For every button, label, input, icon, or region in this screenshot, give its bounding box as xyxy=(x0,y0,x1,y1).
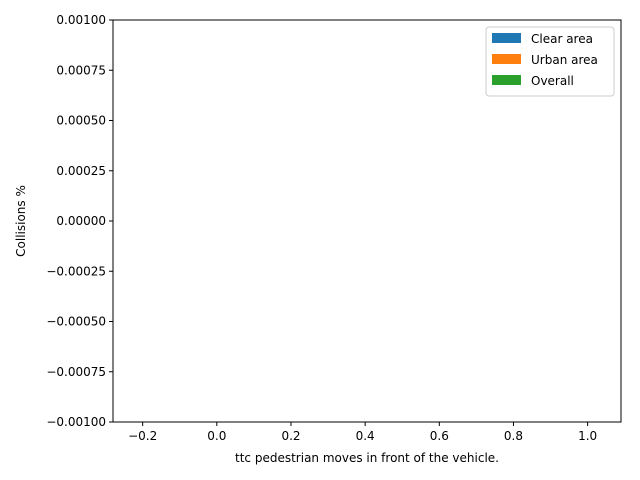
legend-swatch xyxy=(492,33,521,43)
legend-label: Clear area xyxy=(531,32,593,46)
y-tick-label: 0.00050 xyxy=(56,114,106,128)
y-tick-label: −0.00075 xyxy=(46,365,106,379)
legend-swatch xyxy=(492,54,521,64)
legend: Clear area Urban area Overall xyxy=(485,26,615,97)
x-tick-label: 0.2 xyxy=(281,429,300,443)
x-tick-label: 0.0 xyxy=(207,429,226,443)
y-axis-ticks: −0.00100 −0.00075 −0.00050 −0.00025 0.00000 0… xyxy=(46,13,113,429)
y-tick-label: −0.00025 xyxy=(46,264,106,278)
y-tick-label: −0.00100 xyxy=(46,415,106,429)
x-tick-label: 0.4 xyxy=(356,429,375,443)
x-tick-label: 0.6 xyxy=(430,429,449,443)
y-tick-label: 0.00100 xyxy=(56,13,106,27)
y-axis-label: Collisions % xyxy=(14,185,28,257)
y-tick-label: 0.00000 xyxy=(56,214,106,228)
x-axis-ticks: −0.2 0.0 0.2 0.4 0.6 0.8 1.0 xyxy=(128,422,597,443)
y-tick-label: 0.00075 xyxy=(56,63,106,77)
x-tick-label: 0.8 xyxy=(504,429,523,443)
x-axis-label: ttc pedestrian moves in front of the veh… xyxy=(235,451,499,465)
x-tick-label: 1.0 xyxy=(578,429,597,443)
x-tick-label: −0.2 xyxy=(128,429,157,443)
legend-swatch xyxy=(492,75,521,85)
legend-label: Urban area xyxy=(531,53,598,67)
y-tick-label: 0.00025 xyxy=(56,164,106,178)
legend-label: Overall xyxy=(531,74,574,88)
y-tick-label: −0.00050 xyxy=(46,315,106,329)
